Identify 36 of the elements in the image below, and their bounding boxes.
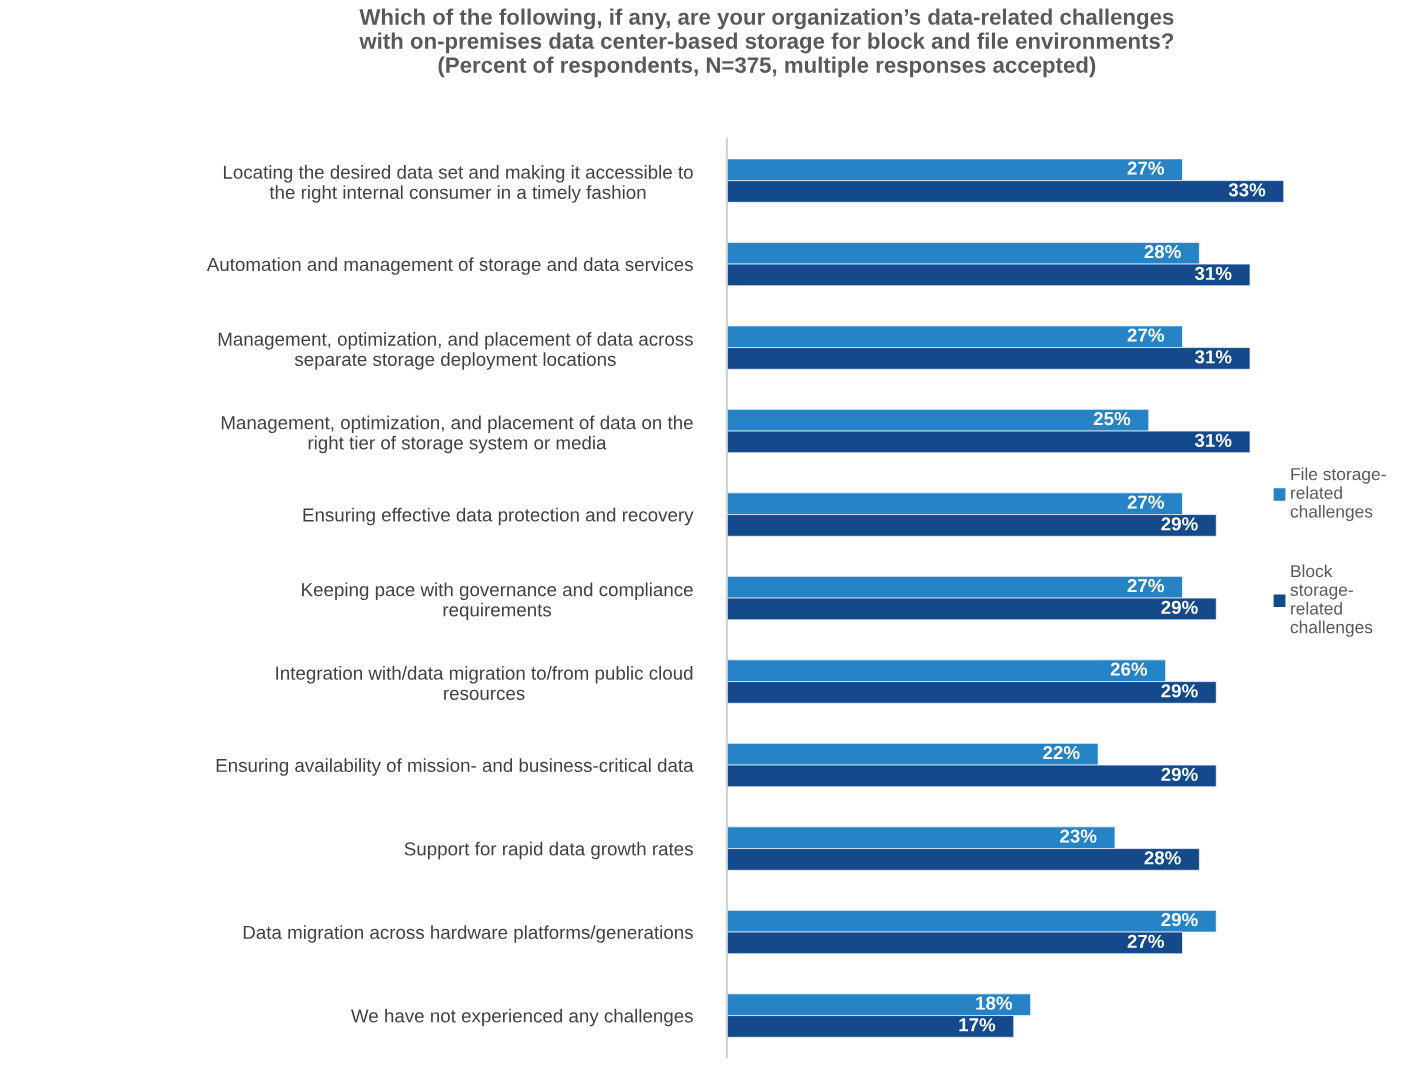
data-label: 27%: [1127, 328, 1164, 342]
y-tick-label: Ensuring effective data protection and recovery: [303, 507, 694, 526]
legend-label: File storage- related challenges: [1290, 467, 1386, 522]
y-tick-label: Support for rapid data growth rates: [404, 841, 693, 860]
y-tick-label: Locating the desired data set and making it accessible to the right internal consumer in a timely fashion: [223, 165, 693, 203]
data-label: 29%: [1161, 600, 1198, 614]
data-label: 26%: [1110, 662, 1148, 676]
data-label: 23%: [1060, 829, 1097, 843]
data-label: 29%: [1161, 517, 1198, 531]
y-tick-label: Ensuring availability of mission- and business-critical data: [216, 758, 694, 776]
y-tick-label: Management, optimization, and placement of data across separate storage deployment locations: [218, 332, 693, 370]
data-label: 27%: [1127, 495, 1164, 509]
data-label: 28%: [1144, 244, 1181, 259]
data-label: 29%: [1161, 912, 1198, 927]
data-label: 29%: [1161, 684, 1198, 698]
legend-label: Block storage- related challenges: [1290, 564, 1373, 637]
y-tick-label: Management, optimization, and placement of data on the right tier of storage system or media: [221, 415, 693, 454]
chart-title: Which of the following, if any, are your organization’s data-related challenges with on-premises data center-based storage for block and file environments? (Percent of respondents, N=375, multiple responses accepted): [359, 8, 1174, 78]
data-label: 17%: [959, 1018, 996, 1032]
data-label: 28%: [1144, 851, 1181, 865]
y-tick-label: Data migration across hardware platforms/generations: [243, 925, 693, 943]
data-label: 27%: [1127, 161, 1164, 175]
data-label: 31%: [1194, 266, 1232, 280]
data-label: 18%: [976, 996, 1013, 1010]
y-tick-label: Keeping pace with governance and compliance requirements: [302, 582, 693, 621]
y-tick-label: We have not experienced any challenges: [351, 1008, 693, 1027]
data-label: 27%: [1127, 578, 1164, 593]
data-label: 33%: [1228, 183, 1266, 197]
y-tick-label: Automation and management of storage and data services: [206, 257, 693, 275]
data-label: 31%: [1194, 350, 1232, 364]
y-tick-label: Integration with/data migration to/from public cloud resources: [276, 666, 693, 701]
data-label: 29%: [1161, 767, 1198, 781]
data-label: 22%: [1043, 745, 1080, 760]
data-label: 25%: [1093, 411, 1131, 426]
data-label: 27%: [1127, 934, 1164, 948]
data-label: 31%: [1194, 433, 1232, 447]
